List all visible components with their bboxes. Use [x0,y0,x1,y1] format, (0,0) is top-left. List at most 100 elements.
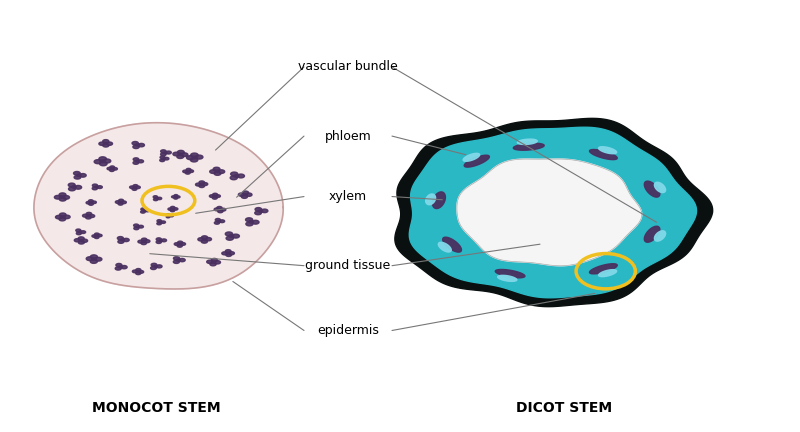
Polygon shape [164,157,169,160]
Polygon shape [433,192,446,209]
Polygon shape [210,170,217,173]
Polygon shape [426,194,435,205]
Polygon shape [181,153,188,156]
Polygon shape [158,197,162,200]
Polygon shape [186,156,194,159]
Polygon shape [214,172,221,175]
Polygon shape [99,157,106,161]
Polygon shape [518,139,538,144]
Polygon shape [55,215,62,219]
Polygon shape [174,260,179,264]
Polygon shape [246,193,252,197]
Polygon shape [151,263,157,267]
Polygon shape [234,175,239,177]
Polygon shape [118,199,123,202]
Polygon shape [211,261,216,263]
Polygon shape [199,181,205,184]
Polygon shape [229,235,234,237]
Polygon shape [598,147,617,154]
Polygon shape [195,155,203,159]
Polygon shape [102,140,109,143]
Polygon shape [92,258,96,260]
Polygon shape [200,183,203,185]
Polygon shape [157,222,162,225]
Text: phloem: phloem [325,130,371,143]
Polygon shape [141,241,146,245]
Polygon shape [186,170,190,172]
Polygon shape [74,185,82,189]
Polygon shape [192,156,198,159]
Polygon shape [590,264,618,274]
Polygon shape [255,207,262,211]
Polygon shape [122,201,126,203]
Polygon shape [202,238,206,241]
Polygon shape [226,252,230,254]
Polygon shape [166,216,170,218]
Polygon shape [215,170,219,172]
Polygon shape [121,266,127,269]
Polygon shape [130,186,134,188]
Polygon shape [99,162,107,166]
Polygon shape [229,252,234,255]
Polygon shape [76,229,81,232]
Polygon shape [161,153,166,156]
Polygon shape [226,254,231,257]
Polygon shape [74,238,80,242]
Polygon shape [202,240,207,243]
Polygon shape [72,186,76,188]
Polygon shape [92,187,98,190]
Polygon shape [121,239,125,241]
Polygon shape [142,240,146,242]
Polygon shape [142,238,147,241]
Polygon shape [138,270,144,273]
Polygon shape [95,235,98,237]
Polygon shape [156,238,162,241]
Polygon shape [230,172,238,176]
Polygon shape [86,216,91,219]
Polygon shape [166,151,171,154]
Polygon shape [68,183,75,187]
Polygon shape [221,208,226,211]
Polygon shape [97,186,102,188]
Polygon shape [143,210,146,211]
Polygon shape [160,156,165,159]
Polygon shape [238,174,245,178]
Polygon shape [118,266,122,268]
Polygon shape [242,191,249,194]
Polygon shape [176,259,181,261]
Polygon shape [133,145,139,149]
Polygon shape [77,174,81,176]
Polygon shape [138,143,145,147]
Polygon shape [212,197,218,199]
Polygon shape [92,235,97,237]
Polygon shape [230,176,238,180]
Polygon shape [644,226,660,242]
Polygon shape [94,233,99,235]
Polygon shape [59,217,66,221]
Polygon shape [186,172,190,174]
Polygon shape [132,188,137,191]
Polygon shape [138,240,143,243]
Polygon shape [246,222,253,226]
Polygon shape [166,214,170,216]
Polygon shape [135,144,139,146]
Text: vascular bundle: vascular bundle [298,60,398,73]
Text: MONOCOT STEM: MONOCOT STEM [92,401,220,415]
Text: xylem: xylem [329,190,367,203]
Polygon shape [174,208,178,210]
Polygon shape [211,258,218,262]
Polygon shape [442,237,462,252]
Polygon shape [215,219,221,221]
Polygon shape [199,184,205,187]
Polygon shape [138,160,143,163]
Polygon shape [82,239,88,242]
Polygon shape [110,169,114,172]
Polygon shape [206,238,211,241]
Polygon shape [168,208,173,210]
Polygon shape [238,193,245,196]
Polygon shape [154,266,158,267]
Polygon shape [135,186,140,189]
Polygon shape [81,231,86,234]
Polygon shape [86,201,90,204]
Polygon shape [252,220,259,224]
